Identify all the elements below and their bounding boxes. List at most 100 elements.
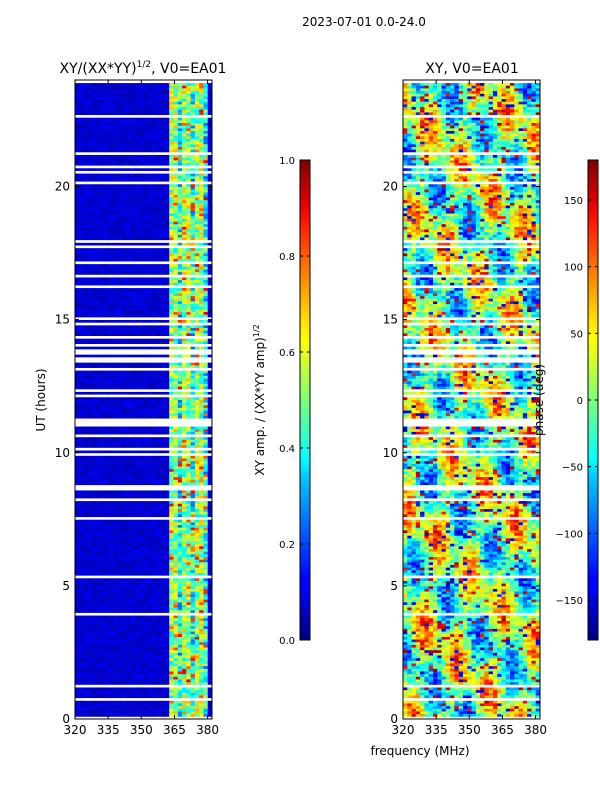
heat-cell: [75, 223, 80, 227]
heat-cell: [83, 500, 89, 504]
heat-cell: [173, 463, 179, 467]
heat-cell: [104, 580, 110, 584]
heat-cell: [122, 338, 127, 342]
heat-cell: [147, 519, 153, 523]
heat-cell: [134, 529, 140, 534]
heat-cell: [87, 314, 93, 318]
heat-cell: [207, 303, 213, 307]
heat-cell: [100, 665, 106, 669]
heat-cell: [130, 556, 136, 560]
heat-cell: [139, 599, 144, 603]
heat-cell: [156, 269, 162, 273]
heat-cell: [126, 527, 132, 531]
heat-cell: [75, 572, 80, 576]
heat-cell: [207, 250, 213, 254]
heat-cell: [164, 455, 170, 459]
heat-cell: [177, 324, 183, 329]
heat-cell: [134, 340, 140, 344]
heat-cell: [113, 442, 119, 446]
heat-cell: [199, 601, 204, 605]
heat-cell: [190, 490, 196, 494]
heat-cell: [83, 364, 89, 368]
heat-cell: [190, 287, 196, 291]
heat-cell: [199, 380, 204, 384]
heat-cell: [87, 482, 93, 486]
heat-cell: [139, 532, 144, 536]
heat-cell: [156, 458, 162, 462]
heat-cell: [83, 466, 89, 470]
heat-cell: [100, 641, 106, 645]
heat-cell: [169, 628, 174, 632]
heat-cell: [75, 588, 80, 592]
heat-cell: [134, 703, 140, 707]
heat-cell: [92, 463, 97, 467]
heat-cell: [117, 223, 123, 227]
heat-cell: [177, 303, 183, 307]
heat-cell: [100, 314, 106, 318]
heat-cell: [207, 364, 213, 368]
heat-cell: [96, 540, 102, 544]
heat-cell: [130, 354, 136, 358]
heat-cell: [113, 311, 119, 315]
heat-cell: [177, 338, 183, 342]
heat-cell: [83, 332, 89, 336]
heat-cell: [139, 676, 144, 680]
heat-cell: [147, 655, 153, 659]
heat-cell: [143, 428, 149, 432]
heat-cell: [164, 649, 170, 653]
heat-cell: [164, 476, 170, 480]
heat-cell: [130, 463, 136, 467]
heat-cell: [109, 463, 114, 467]
heat-cell: [182, 253, 187, 257]
heat-cell: [79, 524, 84, 528]
heat-cell: [113, 415, 119, 419]
heat-cell: [75, 668, 80, 672]
heat-cell: [117, 631, 123, 635]
heat-cell: [156, 617, 162, 621]
heat-cell: [87, 513, 93, 518]
heat-cell: [96, 332, 102, 336]
heat-cell: [169, 311, 174, 315]
heat-cell: [194, 287, 200, 291]
heat-cell: [169, 327, 174, 331]
heat-cell: [113, 476, 119, 480]
heat-cell: [79, 263, 84, 267]
heat-cell: [173, 668, 179, 672]
heat-cell: [122, 474, 127, 478]
heat-cell: [182, 607, 187, 611]
heat-cell: [104, 410, 110, 414]
heat-cell: [83, 330, 89, 334]
heat-cell: [109, 450, 114, 454]
heat-cell: [96, 511, 102, 515]
heat-cell: [194, 588, 200, 592]
heat-cell: [160, 671, 166, 675]
heat-cell: [143, 521, 149, 526]
heat-cell: [122, 319, 127, 323]
heat-cell: [100, 495, 106, 499]
heat-cell: [79, 287, 84, 291]
heat-cell: [182, 596, 187, 600]
heat-cell: [203, 577, 209, 581]
heat-cell: [79, 679, 84, 683]
heat-cell: [147, 671, 153, 675]
heat-cell: [83, 223, 89, 227]
heat-cell: [156, 396, 162, 400]
heat-cell: [109, 553, 114, 557]
heat-cell: [126, 293, 132, 297]
heat-cell: [117, 226, 123, 230]
heat-cell: [169, 404, 174, 408]
heat-cell: [109, 380, 114, 384]
heat-cell: [109, 277, 114, 281]
heat-cell: [83, 442, 89, 446]
heat-cell: [109, 628, 114, 632]
heat-cell: [117, 564, 123, 568]
heat-cell: [156, 383, 162, 387]
heat-cell: [203, 223, 209, 227]
heat-cell: [169, 242, 174, 246]
heat-cell: [79, 588, 84, 592]
heat-cell: [109, 436, 114, 440]
heat-cell: [122, 524, 127, 528]
heat-cell: [126, 665, 132, 669]
heat-cell: [113, 521, 119, 526]
heat-cell: [79, 362, 84, 366]
